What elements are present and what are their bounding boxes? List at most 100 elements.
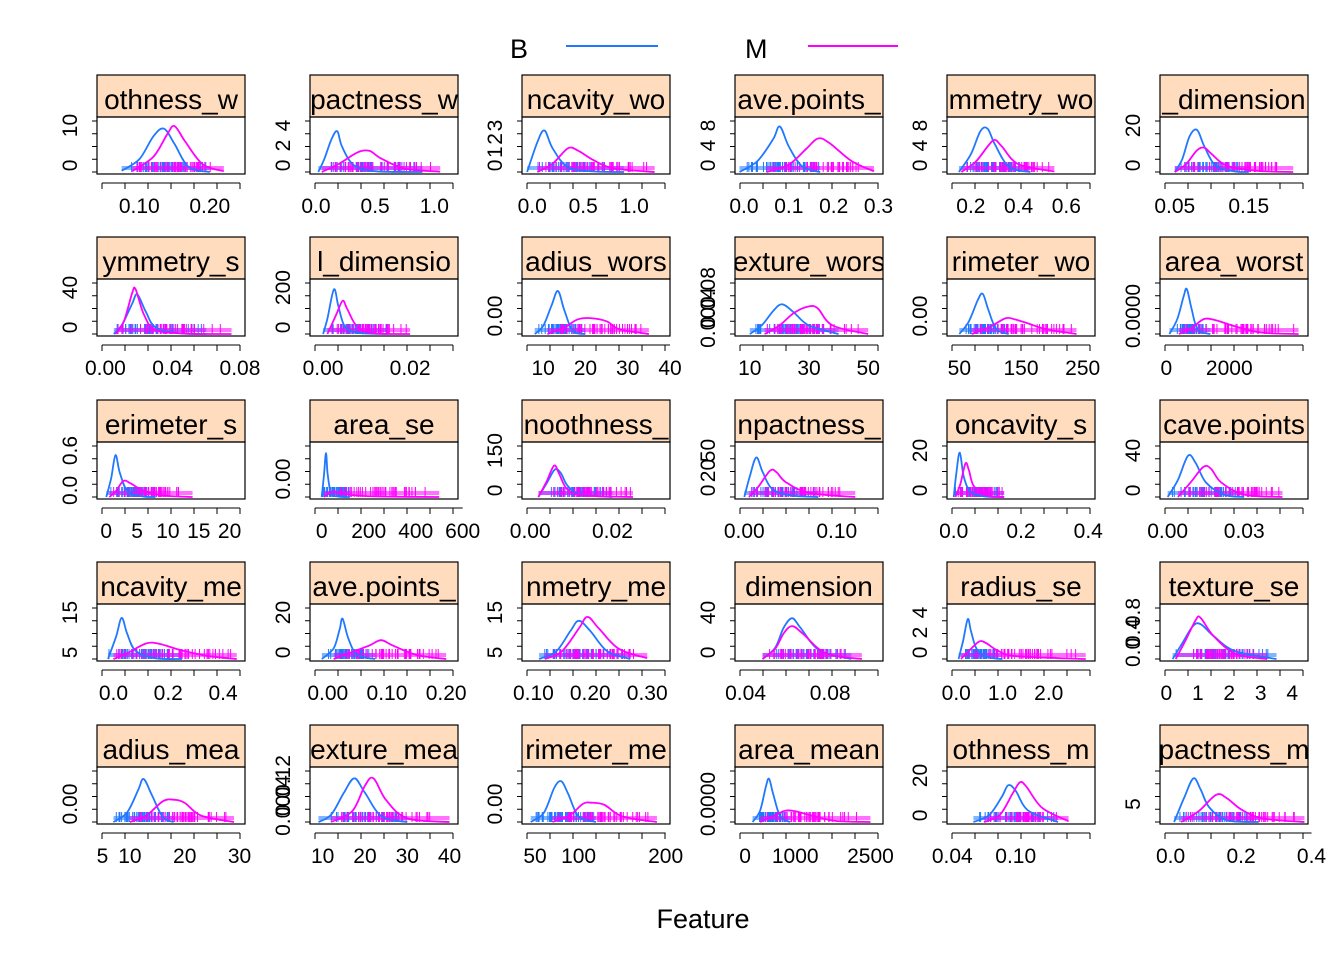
panel-plot-area [521, 278, 671, 337]
x-tick-label: 5 [131, 520, 143, 543]
panel-plot-area [521, 603, 671, 662]
y-tick-label: 4 [909, 139, 932, 151]
panel-strip [96, 236, 246, 280]
panel-strip [946, 399, 1096, 443]
x-tick-label: 0.6 [1052, 195, 1081, 218]
density-line-B [749, 303, 839, 335]
x-tick-label: 40 [658, 357, 681, 380]
panel-strip-label: adius_wors [525, 246, 667, 277]
y-tick-label: 8 [909, 120, 932, 132]
density-line-B [739, 125, 821, 173]
legend: B M [510, 34, 898, 64]
panel-compactness_worst: pactness_w 0 2 4 0.0 0.5 1.0 [272, 74, 459, 218]
x-tick-label: 0.02 [390, 357, 431, 380]
density-line-B [530, 780, 597, 823]
x-tick-label: 600 [445, 520, 480, 543]
x-tick-label: 0.08 [810, 682, 851, 705]
density-line-B [952, 451, 1005, 498]
x-tick-label: 2 [1223, 682, 1235, 705]
panel-strip [521, 399, 671, 443]
panel-texture_worst: exture_wors 0.000.040.08 10 30 50 [697, 236, 884, 380]
x-tick-label: 0.00 [303, 357, 344, 380]
x-tick-label: 50 [857, 357, 880, 380]
x-tick-label: 0.0 [518, 195, 547, 218]
panel-fractal_dimension_mean: dimension 0 40 0.04 0.08 [697, 561, 884, 705]
y-tick-label: 0 [697, 485, 720, 497]
x-tick-label: 2500 [847, 845, 894, 868]
y-tick-label: 3 [484, 120, 507, 132]
x-tick-label: 1.0 [988, 682, 1017, 705]
x-tick-label: 1.0 [420, 195, 449, 218]
x-tick-label: 0 [739, 845, 751, 868]
panel-strip-label: exture_mea [310, 734, 458, 765]
y-tick-label: 200 [272, 270, 295, 305]
y-tick-label: 150 [484, 433, 507, 468]
y-tick-label: 0.00 [484, 296, 507, 337]
density-line-M [330, 776, 450, 823]
x-tick-label: 40 [438, 845, 461, 868]
panel-perimeter_worst: rimeter_wo 0.00 50 150 250 [909, 236, 1100, 380]
x-tick-label: 30 [396, 845, 419, 868]
x-tick-label: 250 [1065, 357, 1100, 380]
y-tick-label: 0 [697, 647, 720, 659]
panel-strip [734, 724, 884, 768]
x-tick-label: 20 [574, 357, 597, 380]
density-line-B [317, 130, 423, 173]
panel-plot-area [521, 766, 671, 825]
x-tick-label: 1.0 [620, 195, 649, 218]
density-line-M [547, 317, 650, 335]
panel-strip [96, 561, 246, 605]
y-tick-label: 0.6 [59, 436, 82, 465]
panel-strip [96, 74, 246, 118]
density-line-B [1168, 287, 1211, 335]
panel-plot-area [521, 116, 671, 175]
y-tick-label: 0.0 [1122, 638, 1145, 667]
panel-strip-label: l_dimensio [317, 246, 451, 277]
density-line-B [957, 618, 1003, 660]
y-tick-label: 0 [272, 647, 295, 659]
panel-strip [946, 74, 1096, 118]
panel-concave.points_se: cave.points 0 40 0.00 0.03 [1122, 399, 1309, 543]
x-tick-label: 0.10 [816, 520, 857, 543]
x-tick-label: 0 [1160, 357, 1172, 380]
panel-plot-area [1159, 766, 1309, 825]
x-tick-label: 0.04 [725, 682, 766, 705]
y-tick-label: 5 [1122, 798, 1145, 810]
x-tick-label: 2000 [1206, 357, 1253, 380]
density-line-M [1174, 615, 1268, 660]
panel-plot-area [309, 116, 459, 175]
panel-plot-area [946, 441, 1096, 500]
y-tick-label: 20 [697, 459, 720, 482]
panel-strip [946, 561, 1096, 605]
density-line-M [759, 809, 871, 823]
panel-radius_worst: adius_wors 0.00 10 20 30 40 [484, 236, 682, 380]
panel-strip-label: ave.points_ [312, 571, 456, 602]
legend-label-m: M [745, 34, 768, 64]
x-tick-label: 10 [156, 520, 179, 543]
density-line-B [526, 129, 625, 173]
density-line-M [113, 641, 237, 660]
density-line-M [761, 625, 863, 660]
x-tick-label: 0.2 [819, 195, 848, 218]
panel-strip-label: ncavity_me [100, 571, 242, 602]
density-line-B [1166, 454, 1245, 498]
y-tick-label: 0 [1122, 485, 1145, 497]
density-line-B [121, 127, 210, 173]
panel-strip-label: pactness_m [1159, 734, 1310, 765]
density-line-M [108, 479, 193, 498]
panel-strip [946, 236, 1096, 280]
density-line-M [114, 286, 232, 335]
y-tick-label: 4 [272, 119, 295, 131]
panel-area_worst: area_worst 0.0000 0 2000 [1122, 236, 1309, 380]
x-tick-label: 30 [797, 357, 820, 380]
panel-strip-label: texture_se [1169, 571, 1300, 602]
panel-plot-area [734, 116, 884, 175]
panel-radius_mean: adius_mea 0.00 5 10 20 30 [59, 724, 251, 868]
panel-texture_se: texture_se 0.00.40.8 0 1 2 3 4 [1122, 561, 1309, 705]
y-tick-label: 0.00 [272, 459, 295, 500]
panel-strip-label: cave.points [1163, 409, 1305, 440]
x-tick-label: 0 [100, 520, 112, 543]
x-tick-label: 30 [228, 845, 251, 868]
legend-label-b: B [510, 34, 528, 64]
